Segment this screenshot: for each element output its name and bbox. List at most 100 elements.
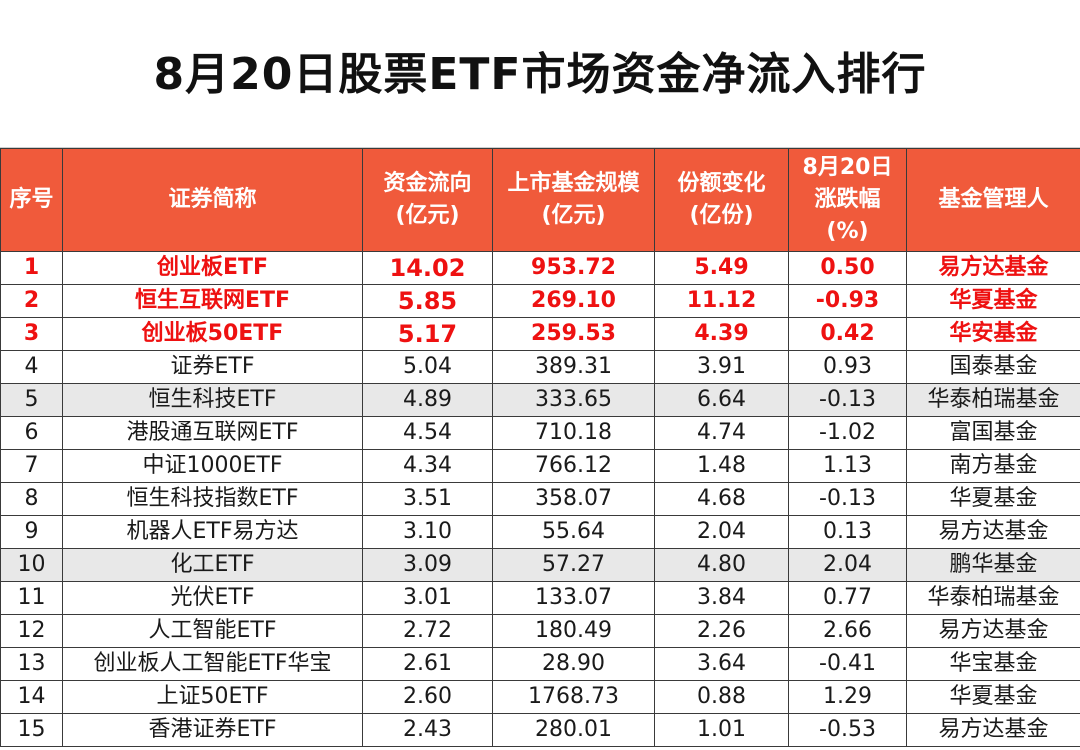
cell-scale: 28.90 [492,647,655,681]
header-scale-line: 上市基金规模 [507,171,640,196]
cell-scale: 55.64 [492,515,655,549]
cell-name: 人工智能ETF [62,614,363,648]
table-row: 2 恒生互联网ETF 5.85 269.10 11.12 -0.93 华夏基金 [0,284,1080,318]
cell-scale: 333.65 [492,383,655,417]
header-manager-line: 基金管理人 [938,187,1049,212]
cell-name: 恒生科技ETF [62,383,363,417]
header-change-line: (%) [826,219,869,244]
cell-scale: 1768.73 [492,680,655,714]
header-flow-line: (亿元) [395,203,460,228]
cell-manager: 华泰柏瑞基金 [906,581,1080,615]
cell-name: 上证50ETF [62,680,363,714]
header-name-line: 证券简称 [168,187,257,212]
cell-name: 证券ETF [62,350,363,384]
cell-manager: 华安基金 [906,317,1080,351]
cell-shares: 0.88 [654,680,789,714]
cell-manager: 鹏华基金 [906,548,1080,582]
cell-shares: 4.39 [654,317,789,351]
cell-flow: 4.34 [362,449,493,483]
cell-manager: 华宝基金 [906,647,1080,681]
cell-rank: 13 [0,647,63,681]
cell-name: 机器人ETF易方达 [62,515,363,549]
cell-scale: 259.53 [492,317,655,351]
cell-manager: 华泰柏瑞基金 [906,383,1080,417]
cell-name: 港股通互联网ETF [62,416,363,450]
cell-manager: 易方达基金 [906,515,1080,549]
cell-shares: 1.48 [654,449,789,483]
cell-scale: 953.72 [492,251,655,285]
cell-change: 0.13 [788,515,907,549]
cell-shares: 3.64 [654,647,789,681]
table-body: 1 创业板ETF 14.02 953.72 5.49 0.50 易方达基金 2 恒生互联网ETF… [0,251,1080,747]
cell-shares: 6.64 [654,383,789,417]
table-row: 13 创业板人工智能ETF华宝 2.61 28.90 3.64 -0.41 华宝基金 [0,647,1080,681]
cell-rank: 2 [0,284,63,318]
table-row: 5 恒生科技ETF 4.89 333.65 6.64 -0.13 华泰柏瑞基金 [0,383,1080,417]
cell-scale: 180.49 [492,614,655,648]
cell-change: 2.66 [788,614,907,648]
cell-scale: 57.27 [492,548,655,582]
cell-flow: 5.04 [362,350,493,384]
cell-scale: 269.10 [492,284,655,318]
cell-rank: 14 [0,680,63,714]
header-shares-line: (亿份) [689,203,754,228]
header-change-line: 涨跌幅 [814,187,881,212]
cell-shares: 4.68 [654,482,789,516]
header-scale-line: (亿元) [541,203,606,228]
page-title: 8月20日股票ETF市场资金净流入排行 [0,0,1080,148]
cell-manager: 华夏基金 [906,680,1080,714]
header-manager: 基金管理人 [906,148,1080,252]
cell-manager: 富国基金 [906,416,1080,450]
table-row: 8 恒生科技指数ETF 3.51 358.07 4.68 -0.13 华夏基金 [0,482,1080,516]
cell-flow: 2.72 [362,614,493,648]
cell-rank: 5 [0,383,63,417]
table-row: 12 人工智能ETF 2.72 180.49 2.26 2.66 易方达基金 [0,614,1080,648]
table-row: 10 化工ETF 3.09 57.27 4.80 2.04 鹏华基金 [0,548,1080,582]
cell-flow: 5.85 [362,284,493,318]
cell-change: -1.02 [788,416,907,450]
cell-manager: 易方达基金 [906,713,1080,747]
table-row: 9 机器人ETF易方达 3.10 55.64 2.04 0.13 易方达基金 [0,515,1080,549]
cell-flow: 4.89 [362,383,493,417]
table-row: 1 创业板ETF 14.02 953.72 5.49 0.50 易方达基金 [0,251,1080,285]
header-shares: 份额变化 (亿份) [654,148,789,252]
cell-shares: 3.91 [654,350,789,384]
cell-flow: 2.43 [362,713,493,747]
cell-name: 恒生科技指数ETF [62,482,363,516]
cell-shares: 2.26 [654,614,789,648]
cell-change: -0.53 [788,713,907,747]
cell-rank: 10 [0,548,63,582]
cell-change: 1.13 [788,449,907,483]
cell-flow: 3.01 [362,581,493,615]
cell-flow: 2.60 [362,680,493,714]
cell-change: -0.93 [788,284,907,318]
cell-name: 光伏ETF [62,581,363,615]
cell-rank: 12 [0,614,63,648]
cell-rank: 6 [0,416,63,450]
header-name: 证券简称 [62,148,363,252]
cell-change: 0.77 [788,581,907,615]
cell-manager: 国泰基金 [906,350,1080,384]
cell-shares: 5.49 [654,251,789,285]
cell-name: 恒生互联网ETF [62,284,363,318]
header-flow: 资金流向 (亿元) [362,148,493,252]
cell-name: 香港证券ETF [62,713,363,747]
cell-change: 2.04 [788,548,907,582]
cell-scale: 280.01 [492,713,655,747]
cell-manager: 华夏基金 [906,482,1080,516]
table-row: 15 香港证券ETF 2.43 280.01 1.01 -0.53 易方达基金 [0,713,1080,747]
header-scale: 上市基金规模 (亿元) [492,148,655,252]
cell-rank: 3 [0,317,63,351]
cell-flow: 3.51 [362,482,493,516]
cell-scale: 710.18 [492,416,655,450]
cell-shares: 11.12 [654,284,789,318]
cell-name: 创业板人工智能ETF华宝 [62,647,363,681]
cell-manager: 易方达基金 [906,614,1080,648]
cell-name: 创业板50ETF [62,317,363,351]
table-row: 11 光伏ETF 3.01 133.07 3.84 0.77 华泰柏瑞基金 [0,581,1080,615]
cell-shares: 3.84 [654,581,789,615]
cell-flow: 5.17 [362,317,493,351]
table-row: 7 中证1000ETF 4.34 766.12 1.48 1.13 南方基金 [0,449,1080,483]
etf-inflow-table: 序号 证券简称 资金流向 (亿元) 上市基金规模 (亿元) 份额变化 (亿份) 8月2… [0,148,1080,747]
header-rank: 序号 [0,148,63,252]
